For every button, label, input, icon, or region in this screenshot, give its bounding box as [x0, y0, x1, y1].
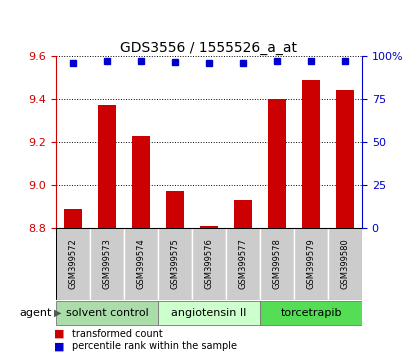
Bar: [293, 228, 327, 300]
Text: GSM399578: GSM399578: [272, 239, 281, 290]
Bar: [327, 228, 361, 300]
Text: GSM399577: GSM399577: [238, 239, 247, 290]
Bar: [56, 301, 157, 325]
Text: GSM399574: GSM399574: [136, 239, 145, 289]
Bar: [131, 136, 150, 228]
Text: GSM399580: GSM399580: [339, 239, 348, 289]
Bar: [124, 228, 157, 300]
Bar: [233, 200, 252, 228]
Text: agent: agent: [20, 308, 52, 318]
Bar: [259, 301, 361, 325]
Text: angiotensin II: angiotensin II: [171, 308, 246, 318]
Bar: [191, 228, 225, 300]
Text: solvent control: solvent control: [65, 308, 148, 318]
Bar: [63, 209, 82, 228]
Text: torcetrapib: torcetrapib: [280, 308, 341, 318]
Bar: [301, 80, 319, 228]
Text: ■: ■: [54, 329, 64, 339]
Title: GDS3556 / 1555526_a_at: GDS3556 / 1555526_a_at: [120, 41, 297, 55]
Bar: [225, 228, 259, 300]
Text: transformed count: transformed count: [72, 329, 163, 339]
Bar: [199, 226, 218, 228]
Text: GSM399575: GSM399575: [170, 239, 179, 289]
Text: ▶: ▶: [54, 308, 61, 318]
Bar: [97, 105, 116, 228]
Text: GSM399572: GSM399572: [68, 239, 77, 289]
Bar: [157, 301, 259, 325]
Bar: [56, 228, 90, 300]
Text: GSM399579: GSM399579: [306, 239, 315, 289]
Text: percentile rank within the sample: percentile rank within the sample: [72, 341, 237, 351]
Bar: [165, 192, 184, 228]
Bar: [90, 228, 124, 300]
Bar: [335, 90, 353, 228]
Bar: [157, 228, 191, 300]
Text: ■: ■: [54, 341, 64, 351]
Text: GSM399576: GSM399576: [204, 239, 213, 290]
Text: GSM399573: GSM399573: [102, 239, 111, 290]
Bar: [259, 228, 293, 300]
Bar: [267, 99, 285, 228]
